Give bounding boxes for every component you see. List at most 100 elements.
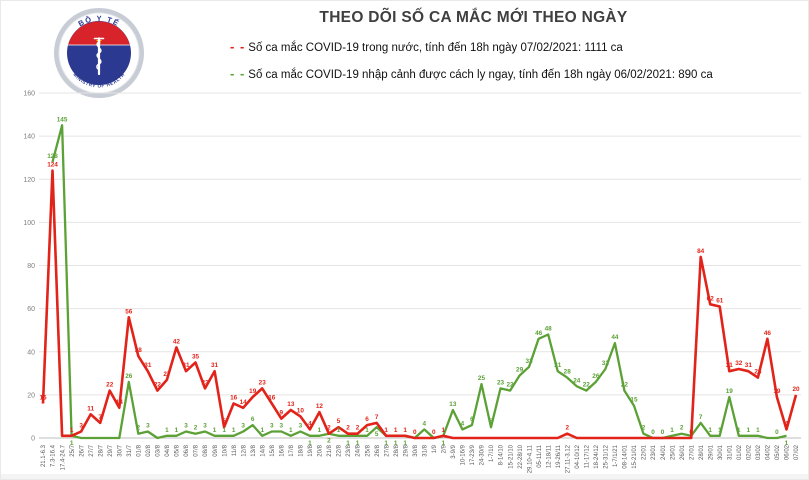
x-tick-label: 03/02: [756, 444, 762, 460]
x-tick-label: 29/8: [403, 444, 409, 456]
data-label-imported: 3: [299, 423, 303, 430]
x-tick-label: 1-7/10: [489, 444, 495, 462]
data-label-imported: 1: [442, 440, 446, 447]
x-tick-label: 08-14/01: [623, 444, 629, 468]
data-label-domestic: 11: [87, 405, 94, 412]
data-label-imported: 1: [289, 427, 293, 434]
data-label-imported: 2: [137, 425, 141, 432]
data-label-imported: 4: [461, 420, 465, 427]
data-label-imported: 33: [526, 358, 534, 365]
x-tick-label: 29/01: [708, 444, 714, 460]
data-label-imported: 15: [630, 397, 638, 404]
data-label-domestic: 42: [173, 338, 181, 345]
x-tick-label: 22/01: [642, 444, 648, 460]
data-label-imported: 6: [470, 416, 474, 423]
x-tick-label: 21/8: [327, 444, 333, 456]
data-label-domestic: 19: [249, 388, 257, 395]
data-label-imported: 3: [280, 423, 284, 430]
legend-label-domestic: Số ca mắc COVID-19 trong nước, tính đến …: [248, 42, 623, 54]
data-label-domestic: 13: [287, 401, 295, 408]
data-label-imported: 25: [478, 375, 486, 382]
data-label-imported: 0: [661, 429, 665, 436]
x-tick-label: 22/8: [337, 444, 343, 456]
x-tick-label: 31/7: [127, 444, 133, 456]
legend-marker-green-icon: - -: [230, 66, 246, 81]
data-label-imported: 31: [554, 362, 562, 369]
data-label-domestic: 14: [240, 399, 248, 406]
legend-label-imported: Số ca mắc COVID-19 nhập cảnh được cách l…: [248, 69, 713, 81]
data-label-domestic: 1: [403, 427, 407, 434]
series-line-domestic: [41, 169, 798, 440]
data-label-imported: 128: [47, 153, 58, 160]
data-label-imported: 0: [775, 429, 779, 436]
data-label-domestic: 23: [259, 379, 267, 386]
legend-item-imported: - - Số ca mắc COVID-19 nhập cảnh được các…: [230, 65, 713, 83]
data-label-domestic: 35: [192, 354, 200, 361]
data-label-imported: 1: [365, 427, 369, 434]
x-tick-label: 2/9: [442, 444, 448, 453]
data-label-imported: 1: [737, 427, 741, 434]
data-label-domestic: 5: [222, 418, 226, 425]
data-label-imported: 28: [564, 369, 572, 376]
data-label-domestic: 16: [39, 395, 47, 402]
x-tick-label: 21.1-6.3: [41, 444, 47, 467]
data-label-imported: 3: [203, 423, 207, 430]
x-tick-label: 31/01: [727, 444, 733, 460]
x-tick-label: 25-31/12: [604, 444, 610, 468]
data-label-domestic: 28: [754, 369, 762, 376]
x-tick-label: 26/7: [79, 444, 85, 456]
data-label-imported: 1: [785, 440, 789, 447]
x-tick-label: 01/8: [137, 444, 143, 456]
x-tick-label: 11-17/12: [585, 444, 591, 468]
x-tick-label: 30/8: [413, 444, 419, 456]
x-tick-label: 30/01: [718, 444, 724, 460]
data-label-imported: 13: [449, 401, 457, 408]
data-label-imported: 5: [489, 418, 493, 425]
x-tick-label: 25/7: [70, 444, 76, 456]
x-tick-label: 09/8: [213, 444, 219, 456]
data-label-domestic: 124: [47, 162, 58, 169]
data-label-imported: 3: [184, 423, 188, 430]
data-label-domestic: 31: [726, 362, 734, 369]
y-tick-label: 60: [27, 306, 35, 313]
x-tick-label: 17.4-24.7: [60, 444, 66, 470]
y-tick-label: 20: [27, 392, 35, 399]
data-label-domestic: 22: [106, 382, 114, 389]
x-tick-label: 18/8: [299, 444, 305, 456]
x-tick-label: 15-21/01: [632, 444, 638, 468]
x-tick-label: 27/8: [384, 444, 390, 456]
data-label-domestic: 22: [154, 382, 162, 389]
y-tick-label: 140: [23, 134, 35, 141]
data-label-imported: 1: [165, 427, 169, 434]
x-tick-label: 16/8: [279, 444, 285, 456]
data-label-imported: 1: [337, 427, 341, 434]
data-label-imported: 1: [403, 440, 407, 447]
data-label-domestic: 56: [125, 308, 133, 315]
x-tick-label: 17/8: [289, 444, 295, 456]
data-label-imported: 1: [756, 427, 760, 434]
x-tick-label: 30/7: [117, 444, 123, 456]
x-tick-label: 26/01: [680, 444, 686, 460]
data-label-domestic: 27: [163, 371, 171, 378]
data-label-imported: 4: [422, 420, 426, 427]
moh-logo: ★ BỘ Y TẾ MINISTRY OF HEALTH: [54, 8, 144, 98]
data-label-domestic: 2: [327, 425, 331, 432]
page-title: THEO DÕI SỐ CA MẮC MỚI THEO NGÀY: [319, 9, 628, 26]
data-label-imported: 7: [699, 414, 703, 421]
x-tick-label: 25/8: [365, 444, 371, 456]
x-tick-label: 06/02: [785, 444, 791, 460]
data-label-domestic: 31: [211, 362, 219, 369]
x-tick-label: 20/8: [318, 444, 324, 456]
data-label-imported: 1: [718, 427, 722, 434]
data-label-domestic: 7: [375, 414, 379, 421]
data-label-domestic: 12: [316, 403, 324, 410]
data-label-imported: 1: [708, 427, 712, 434]
x-tick-label: 29/7: [108, 444, 114, 456]
x-tick-label: 7.3-16.4: [51, 444, 57, 467]
x-tick-label: 25/01: [670, 444, 676, 460]
data-label-domestic: 7: [98, 414, 102, 421]
data-label-imported: 1: [318, 427, 322, 434]
x-tick-label: 27.11-3.12: [565, 444, 571, 473]
x-tick-label: 28/7: [98, 444, 104, 456]
